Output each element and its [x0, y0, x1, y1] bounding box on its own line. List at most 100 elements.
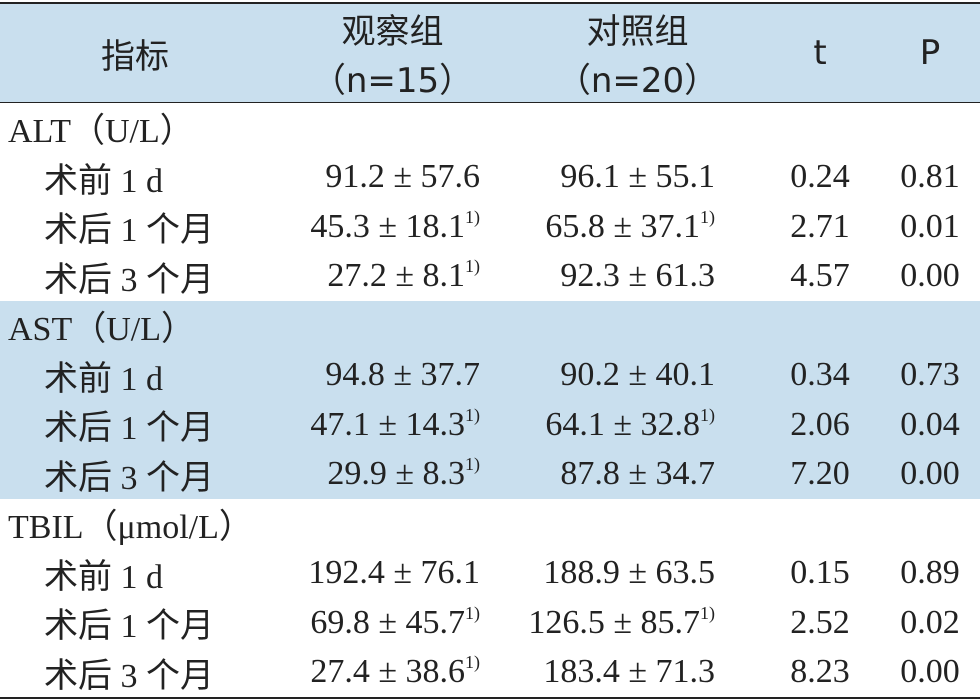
- row-label: 术后 3 个月: [44, 261, 214, 299]
- value-cell: 90.2 ± 40.1: [515, 350, 760, 400]
- value-wrap: 27.4 ± 38.61): [270, 653, 480, 691]
- t-value: 4.57: [790, 257, 850, 295]
- value-wrap: 69.8 ± 45.71): [270, 604, 480, 642]
- value-text: 87.8 ± 34.7: [560, 455, 715, 493]
- p-value: 0.81: [900, 158, 960, 196]
- value-cell: 64.1 ± 32.81): [515, 400, 760, 450]
- footnote-mark: 1): [465, 602, 480, 623]
- value-cell: 27.4 ± 38.61): [270, 647, 515, 699]
- value-text: 27.4 ± 38.6: [310, 653, 465, 691]
- data-row: 术前 1 d 91.2 ± 57.6 96.1 ± 55.1 0.24 0.81: [0, 153, 980, 203]
- value-wrap: 64.1 ± 32.81): [515, 406, 715, 444]
- group-label: ALT（U/L）: [8, 113, 194, 151]
- value-text: 64.1 ± 32.8: [545, 405, 700, 443]
- data-row: 术后 1 个月 69.8 ± 45.71) 126.5 ± 85.71) 2.52 0.…: [0, 598, 980, 648]
- value-cell: 92.3 ± 61.3: [515, 252, 760, 302]
- group-row: TBIL（μmol/L）: [0, 499, 980, 549]
- value-text: 29.9 ± 8.3: [327, 455, 465, 493]
- t-value: 8.23: [760, 647, 880, 699]
- value-wrap: 87.8 ± 34.7: [515, 455, 715, 493]
- value-cell: 45.3 ± 18.11): [270, 202, 515, 252]
- row-label: 术后 3 个月: [0, 647, 270, 699]
- value-cell: 96.1 ± 55.1: [515, 153, 760, 203]
- data-row: 术后 3 个月 27.4 ± 38.61) 183.4 ± 71.3 8.23 0.00: [0, 647, 980, 699]
- row-label: 术前 1 d: [44, 162, 163, 200]
- value-cell: 29.9 ± 8.31): [270, 449, 515, 499]
- value-cell: 91.2 ± 57.6: [270, 153, 515, 203]
- table-body: ALT（U/L） 术前 1 d 91.2 ± 57.6 96.1 ± 55.1 0.24…: [0, 103, 980, 699]
- data-row: 术后 1 个月 47.1 ± 14.31) 64.1 ± 32.81) 2.06 0.0…: [0, 400, 980, 450]
- t-value: 2.52: [790, 603, 850, 641]
- value-cell: 27.2 ± 8.11): [270, 252, 515, 302]
- value-text: 65.8 ± 37.1: [545, 207, 700, 245]
- value-wrap: 45.3 ± 18.11): [270, 208, 480, 246]
- group-label: AST（U/L）: [0, 301, 980, 351]
- header-cell: t: [760, 2, 880, 103]
- footnote-mark: 1): [465, 256, 480, 277]
- footnote-mark: 1): [700, 602, 715, 623]
- value-text: 192.4 ± 76.1: [308, 554, 480, 592]
- value-wrap: 91.2 ± 57.6: [270, 158, 480, 196]
- value-text: 27.2 ± 8.1: [327, 257, 465, 295]
- footnote-mark: 1): [700, 404, 715, 425]
- value-text: 183.4 ± 71.3: [543, 653, 715, 691]
- value-cell: 192.4 ± 76.1: [270, 549, 515, 599]
- header-cell: 观察组（n=15）: [270, 2, 515, 103]
- value-wrap: 188.9 ± 63.5: [515, 554, 715, 592]
- value-cell: 69.8 ± 45.71): [270, 598, 515, 648]
- footnote-mark: 1): [465, 652, 480, 673]
- row-label: 术前 1 d: [44, 558, 163, 596]
- data-row: 术后 3 个月 29.9 ± 8.31) 87.8 ± 34.7 7.20 0.00: [0, 449, 980, 499]
- t-value: 2.71: [790, 207, 850, 245]
- value-wrap: 126.5 ± 85.71): [515, 604, 715, 642]
- p-value: 0.04: [880, 400, 980, 450]
- value-wrap: 92.3 ± 61.3: [515, 257, 715, 295]
- p-value: 0.00: [880, 449, 980, 499]
- data-row: 术后 1 个月 45.3 ± 18.11) 65.8 ± 37.11) 2.71 0.0…: [0, 202, 980, 252]
- footnote-mark: 1): [465, 454, 480, 475]
- value-text: 188.9 ± 63.5: [543, 554, 715, 592]
- header-cell: 指标: [0, 2, 270, 103]
- row-label: 术后 3 个月: [0, 449, 270, 499]
- group-row: ALT（U/L）: [0, 103, 980, 153]
- value-wrap: 47.1 ± 14.31): [270, 406, 480, 444]
- value-wrap: 90.2 ± 40.1: [515, 356, 715, 394]
- value-text: 45.3 ± 18.1: [310, 207, 465, 245]
- t-value: 2.06: [760, 400, 880, 450]
- row-label: 术后 1 个月: [44, 608, 214, 646]
- group-label: TBIL（μmol/L）: [8, 509, 253, 547]
- data-row: 术后 3 个月 27.2 ± 8.11) 92.3 ± 61.3 4.57 0.00: [0, 252, 980, 302]
- value-text: 47.1 ± 14.3: [310, 405, 465, 443]
- p-value: 0.73: [880, 350, 980, 400]
- data-row: 术前 1 d 192.4 ± 76.1 188.9 ± 63.5 0.15 0.89: [0, 549, 980, 599]
- value-wrap: 183.4 ± 71.3: [515, 653, 715, 691]
- row-label: 术后 1 个月: [0, 400, 270, 450]
- header-cell: P: [880, 2, 980, 103]
- value-cell: 65.8 ± 37.11): [515, 202, 760, 252]
- value-wrap: 94.8 ± 37.7: [270, 356, 480, 394]
- value-text: 92.3 ± 61.3: [560, 257, 715, 295]
- p-value: 0.89: [900, 554, 960, 592]
- value-cell: 183.4 ± 71.3: [515, 647, 760, 699]
- value-text: 126.5 ± 85.7: [528, 603, 700, 641]
- value-wrap: 96.1 ± 55.1: [515, 158, 715, 196]
- p-value: 0.00: [880, 647, 980, 699]
- row-label: 术后 1 个月: [44, 212, 214, 250]
- value-text: 69.8 ± 45.7: [310, 603, 465, 641]
- value-text: 94.8 ± 37.7: [325, 356, 480, 394]
- value-cell: 87.8 ± 34.7: [515, 449, 760, 499]
- header-cell: 对照组（n=20）: [515, 2, 760, 103]
- p-value: 0.01: [900, 207, 960, 245]
- p-value: 0.02: [900, 603, 960, 641]
- value-wrap: 65.8 ± 37.11): [515, 208, 715, 246]
- footnote-mark: 1): [465, 206, 480, 227]
- value-wrap: 192.4 ± 76.1: [270, 554, 480, 592]
- value-cell: 188.9 ± 63.5: [515, 549, 760, 599]
- t-value: 0.34: [760, 350, 880, 400]
- t-value: 7.20: [760, 449, 880, 499]
- footnote-mark: 1): [700, 206, 715, 227]
- t-value: 0.24: [790, 158, 850, 196]
- value-cell: 47.1 ± 14.31): [270, 400, 515, 450]
